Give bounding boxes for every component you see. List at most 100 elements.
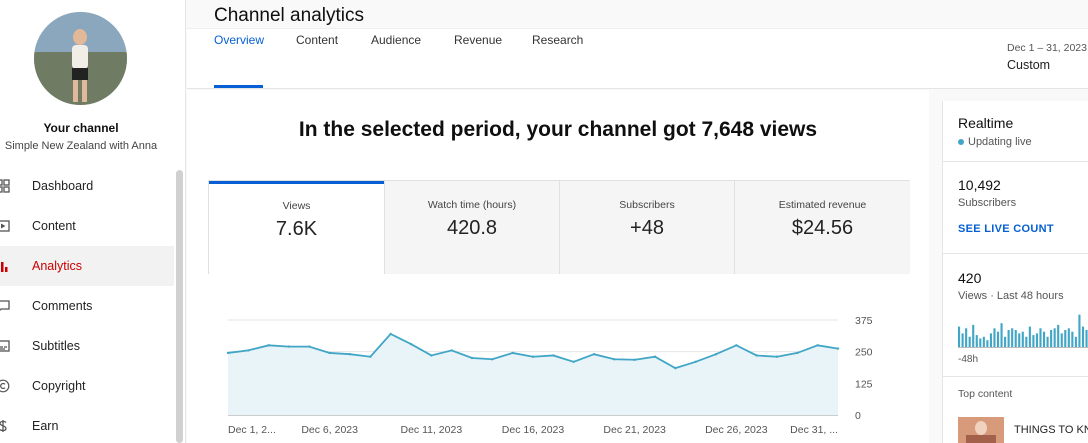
data-point [491,358,494,361]
sidebar-item-label: Dashboard [32,179,94,193]
x-tick-label: Dec 16, 2023 [502,424,565,436]
realtime-bar [1067,328,1070,347]
tab-audience[interactable]: Audience [371,33,422,47]
dashboard-icon [0,179,10,193]
data-point [409,342,413,346]
realtime-bar [1032,335,1035,347]
data-point [796,351,799,355]
y-tick-label: 0 [855,410,861,422]
realtime-bar [979,338,982,347]
top-content-title[interactable]: THINGS TO KNO [1014,424,1088,436]
top-content-thumbnail[interactable] [958,417,1004,443]
realtime-bar [996,331,1000,347]
sidebar-item-label: Copyright [32,379,86,393]
see-live-count-link[interactable]: SEE LIVE COUNT [958,223,1054,235]
sidebar-item-label: Comments [32,299,93,313]
data-point [694,360,697,363]
sidebar-item-analytics[interactable]: Analytics [0,246,174,286]
analytics-header [187,28,1088,89]
divider [943,253,1088,254]
x-tick-label: Dec 1, 2... [228,424,276,436]
realtime-views-label: Views · Last 48 hours [958,290,1064,302]
views-area [228,333,838,415]
data-point [470,356,474,360]
realtime-bar [1000,323,1003,347]
earn-icon [0,419,10,433]
data-point [328,351,331,355]
active-tab-indicator [214,85,263,88]
data-point [735,344,738,347]
metric-estimated-revenue[interactable]: Estimated revenue $24.56 [734,181,910,274]
realtime-bar [1064,330,1067,347]
tab-revenue[interactable]: Revenue [454,33,503,47]
realtime-bar [1081,326,1085,347]
metric-views[interactable]: Views 7.6K [209,181,384,274]
top-content-label: Top content [958,388,1013,400]
channel-name: Simple New Zealand with Anna [4,140,158,152]
realtime-bar [1074,336,1077,347]
sidebar-item-earn[interactable]: Earn [0,406,174,443]
comments-icon [0,299,10,313]
metric-label: Subscribers [619,199,675,211]
tab-overview[interactable]: Overview [214,33,265,47]
realtime-views-bars[interactable] [958,311,1088,349]
realtime-bar [986,340,989,347]
headline: In the selected period, your channel got… [298,118,818,141]
realtime-bar [1042,331,1046,347]
data-point [389,332,392,336]
realtime-bar [1050,330,1053,347]
views-chart[interactable]: 375 250 125 0 Dec 1, 2... Dec 6, 2023 Dec 11, … [208,300,910,443]
tab-research[interactable]: Research [532,33,584,47]
content-icon [0,219,10,233]
metric-label: Watch time (hours) [427,199,517,211]
realtime-bar [1057,324,1060,347]
date-range[interactable]: Dec 1 – 31, 2023 [1007,42,1087,54]
sidebar-item-content[interactable]: Content [0,206,174,246]
realtime-bar [1046,336,1049,347]
data-point [531,355,535,358]
data-point [592,353,596,356]
realtime-bar [1071,331,1074,347]
realtime-bar [1004,336,1007,347]
sidebar-item-label: Analytics [32,259,83,273]
metric-subscribers[interactable]: Subscribers +48 [559,181,734,274]
metric-label: Estimated revenue [778,199,867,211]
data-point [450,349,453,352]
analytics-icon [0,259,10,273]
realtime-views-count: 420 [958,270,982,286]
data-point [714,353,718,356]
page-title: Channel analytics [214,5,364,26]
realtime-bar [958,326,961,347]
live-dot-icon [958,139,964,145]
data-point [572,360,575,363]
data-point [267,344,270,347]
data-point [775,355,779,358]
realtime-bar [1014,330,1017,347]
realtime-bar [1011,328,1014,347]
data-point [552,354,555,357]
sidebar-item-subtitles[interactable]: Subtitles [0,326,174,366]
realtime-bar [1021,331,1024,347]
sidebar-scrollbar[interactable] [176,170,183,443]
sidebar-item-copyright[interactable]: Copyright [0,366,174,406]
data-point [755,354,758,357]
data-point [226,351,230,355]
sidebar-item-dashboard[interactable]: Dashboard [0,166,174,206]
divider [943,376,1088,377]
sidebar-item-label: Earn [32,419,59,433]
subscribers-count: 10,492 [958,177,1001,193]
data-point [348,353,352,356]
data-point [511,351,514,355]
realtime-bar [982,336,985,347]
data-point [247,349,250,352]
data-point [287,345,291,348]
data-point [430,354,433,357]
tab-content[interactable]: Content [296,33,339,47]
metric-watch-time[interactable]: Watch time (hours) 420.8 [384,181,559,274]
metric-value: $24.56 [791,217,854,239]
sidebar-item-comments[interactable]: Comments [0,286,174,326]
date-preset-selector[interactable]: Custom [1007,58,1051,72]
your-channel-label[interactable]: Your channel [43,121,119,135]
avatar[interactable] [34,12,127,105]
data-point [816,344,819,347]
